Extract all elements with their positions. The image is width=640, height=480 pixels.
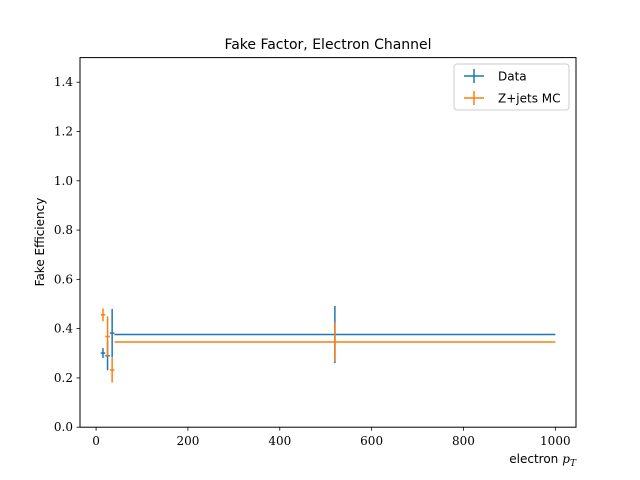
y-tick-label: 1.0	[54, 174, 73, 188]
x-axis-label: electron pT	[509, 452, 577, 469]
x-tick-label: 1000	[540, 434, 571, 448]
x-axis-ticks: 0 200 400 600 800 1000	[92, 427, 571, 448]
plot-area: 0 200 400 600 800 1000 0.0 0.2 0.4 0.6 0.8 1.0 1.2 1…	[54, 57, 577, 448]
legend-item: Z+jets MC	[464, 91, 561, 106]
data-point	[109, 308, 115, 358]
legend-items: Data Z+jets MC	[464, 69, 561, 106]
y-tick-label: 0.0	[54, 420, 73, 434]
plot-frame	[79, 57, 577, 428]
data-point	[109, 357, 115, 383]
x-tick-label: 400	[268, 434, 291, 448]
data-point	[100, 308, 106, 322]
x-tick-label: 200	[176, 434, 199, 448]
data-point	[100, 348, 106, 358]
y-tick-label: 0.8	[54, 223, 73, 237]
y-tick-label: 1.4	[54, 75, 73, 89]
x-tick-label: 0	[92, 434, 100, 448]
y-tick-label: 0.6	[54, 272, 73, 286]
legend-item: Data	[464, 69, 527, 84]
y-tick-label: 0.4	[54, 322, 73, 336]
data-point	[105, 316, 110, 357]
x-tick-label: 800	[452, 434, 475, 448]
x-tick-label: 600	[360, 434, 383, 448]
y-tick-label: 1.2	[54, 125, 73, 139]
x-axis-label-math: p	[562, 452, 570, 466]
chart-title: Fake Factor, Electron Channel	[224, 37, 431, 53]
x-axis-label-text: electron	[509, 452, 558, 466]
series-0	[100, 305, 556, 371]
series-1	[100, 308, 556, 383]
series-layer	[100, 305, 556, 383]
legend-label: Data	[498, 70, 527, 84]
y-axis-label: Fake Efficiency	[33, 198, 47, 287]
legend-label: Z+jets MC	[498, 92, 561, 106]
data-point	[114, 322, 556, 362]
legend: Data Z+jets MC	[453, 63, 570, 111]
y-axis-ticks: 0.0 0.2 0.4 0.6 0.8 1.0 1.2 1.4	[54, 75, 80, 434]
x-axis-label-math-sub: T	[570, 459, 577, 469]
y-tick-label: 0.2	[54, 371, 73, 385]
